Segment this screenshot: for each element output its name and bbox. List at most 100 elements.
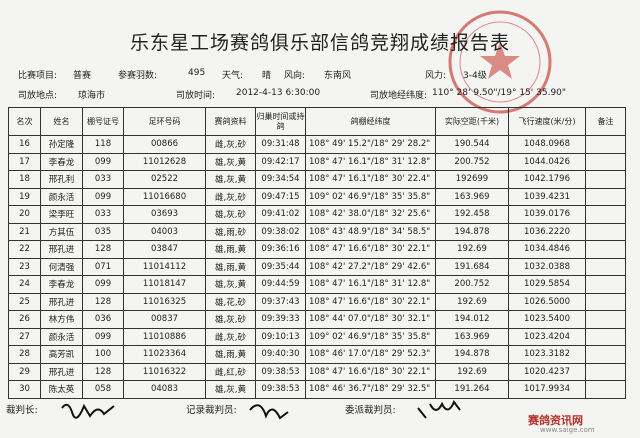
column-header: 实际空距(千米) [435,107,509,136]
column-header: 飞行速度(米/分) [508,107,586,136]
table-cell: 1036.2220 [508,222,586,241]
info-value: 东南风 [324,71,352,81]
table-row: 23 何清强 071 11014112 雄,雨,黄 09:35:44 108° 42' 27… [8,257,626,276]
table-cell: 09:38:02 [255,222,306,241]
signer-label: 委派裁判员: [345,405,396,416]
table-cell: 雄,灰,黄 [205,152,256,171]
table-cell: 118 [82,135,124,154]
table-cell: 雄,花,砂 [205,292,256,311]
table-cell: 1032.0388 [508,257,586,276]
table-cell: 108° 47' 16.6"/18° 30' 22.1" [305,240,436,259]
table-cell: 191.684 [435,257,509,276]
table-cell: 200.752 [435,152,509,171]
table-cell: 22 [8,240,41,259]
table-cell: 00837 [123,310,206,329]
column-header: 足环号码 [123,107,206,136]
table-cell: 09:41:02 [255,205,306,224]
table-cell: 27 [8,327,41,346]
signature [249,404,289,420]
table-cell: 邢孔利 [40,170,83,189]
table-cell: 09:37:43 [255,292,306,311]
table-cell: 09:42:17 [255,152,306,171]
table-cell: 1026.5000 [508,292,586,311]
table-cell: 109° 02' 46.9"/18° 35' 35.8" [305,327,436,346]
table-cell: 11016322 [123,362,206,381]
table-cell: 03693 [123,205,206,224]
table-cell: 194.012 [435,310,509,329]
signature [61,403,115,419]
table-cell: 何清强 [40,257,83,276]
table-cell [585,170,626,189]
table-row: 24 李春龙 099 11018147 雄,灰,黄 09:44:59 108° 47' 16… [8,275,626,294]
table-cell [585,240,626,259]
info-value: 琼海市 [78,91,106,101]
table-cell: 194.878 [435,345,509,364]
table-cell: 108° 47' 16.6"/18° 30' 22.1" [305,362,436,381]
table-cell: 雄,雨,黄 [205,240,256,259]
table-cell: 108° 47' 16.1"/18° 31' 12.8" [305,152,436,171]
table-row: 16 孙定隆 118 00866 雌,灰,砂 09:31:48 108° 49' 15.2"… [8,135,626,154]
table-cell: 17 [8,152,41,171]
table-cell: 1044.0426 [508,152,586,171]
table-cell: 20 [8,205,41,224]
table-cell: 11023364 [123,345,206,364]
table-row: 17 李春龙 099 11012628 雄,灰,黄 09:42:17 108° 47' 16… [8,152,626,171]
table-cell: 26 [8,310,41,329]
info-label: 司放时间: [176,91,216,101]
table-row: 20 梁李旺 033 03693 雄,灰,砂 09:41:02 108° 42' 38.0"… [8,205,626,224]
table-cell: 方其伍 [40,222,83,241]
table-cell: 19 [8,187,41,206]
table-cell: 雄,灰,砂 [205,310,256,329]
table-cell: 1023.3182 [508,345,586,364]
table-row: 27 颜永活 099 11010886 雌,灰,砂 09:10:13 109° 02' 46… [8,327,626,346]
table-cell: 163.969 [435,187,509,206]
table-cell: 11012628 [123,152,206,171]
table-cell: 邢孔进 [40,292,83,311]
table-cell [585,152,626,171]
table-cell: 099 [82,275,124,294]
results-table: 名次 姓名 棚号证号 足环号码 赛鸽资料 归巢时间或持鸽 鸽棚经纬度 实际空距(千米) 飞行速度… [8,107,626,399]
table-cell: 陈太英 [40,380,83,399]
table-row: 18 邢孔利 033 02522 雄,灰,黄 09:34:54 108° 47' 16.1"… [8,170,626,189]
table-cell: 1034.4846 [508,240,586,259]
table-row: 21 方其伍 035 04003 雄,雨,砂 09:38:02 108° 43' 48.9"… [8,222,626,241]
table-row: 28 高芳凯 100 11023364 雄,雨,黄 09:40:30 108° 46' 17… [8,345,626,364]
signer-label: 记录裁判员: [186,405,237,416]
table-row: 30 陈太英 058 04083 雄,灰,黄 09:38:53 108° 46' 36.7"… [8,380,626,399]
info-value: 普赛 [73,71,92,81]
table-cell [585,292,626,311]
watermark: 赛鸽资讯网 [528,414,583,427]
table-cell: 09:36:16 [255,240,306,259]
table-cell: 09:39:33 [255,310,306,329]
table-cell: 11018147 [123,275,206,294]
table-row: 19 颜永活 099 11016680 雌,灰,砂 09:47:15 109° 02' 46… [8,187,626,206]
info-label: 参赛羽数: [118,71,158,81]
table-cell [585,362,626,381]
table-cell: 03847 [123,240,206,259]
table-cell: 高芳凯 [40,345,83,364]
table-cell: 033 [82,170,124,189]
info-label: 比赛项目: [18,71,58,81]
table-cell: 梁李旺 [40,205,83,224]
stamp-star [480,42,520,79]
table-cell: 108° 47' 16.6"/18° 30' 22.1" [305,292,436,311]
table-cell: 雄,灰,黄 [205,170,256,189]
table-cell: 09:38:53 [255,362,306,381]
table-cell: 04003 [123,222,206,241]
table-cell: 192.69 [435,240,509,259]
column-header: 姓名 [40,107,83,136]
table-cell: 09:31:48 [255,135,306,154]
table-cell: 雄,灰,黄 [205,275,256,294]
table-cell: 109° 02' 46.9"/18° 35' 35.8" [305,187,436,206]
table-cell: 雌,灰,砂 [205,135,256,154]
column-header: 备注 [585,107,626,136]
table-cell: 颜永活 [40,187,83,206]
table-cell: 099 [82,327,124,346]
table-row: 25 邢孔进 128 11016325 雄,花,砂 09:37:43 108° 47' 16… [8,292,626,311]
document-title: 乐东星工场赛鸽俱乐部信鸽竞翔成绩报告表 [129,32,510,54]
table-cell: 033 [82,205,124,224]
table-cell: 29 [8,362,41,381]
table-cell: 颜永活 [40,327,83,346]
table-cell: 11010886 [123,327,206,346]
